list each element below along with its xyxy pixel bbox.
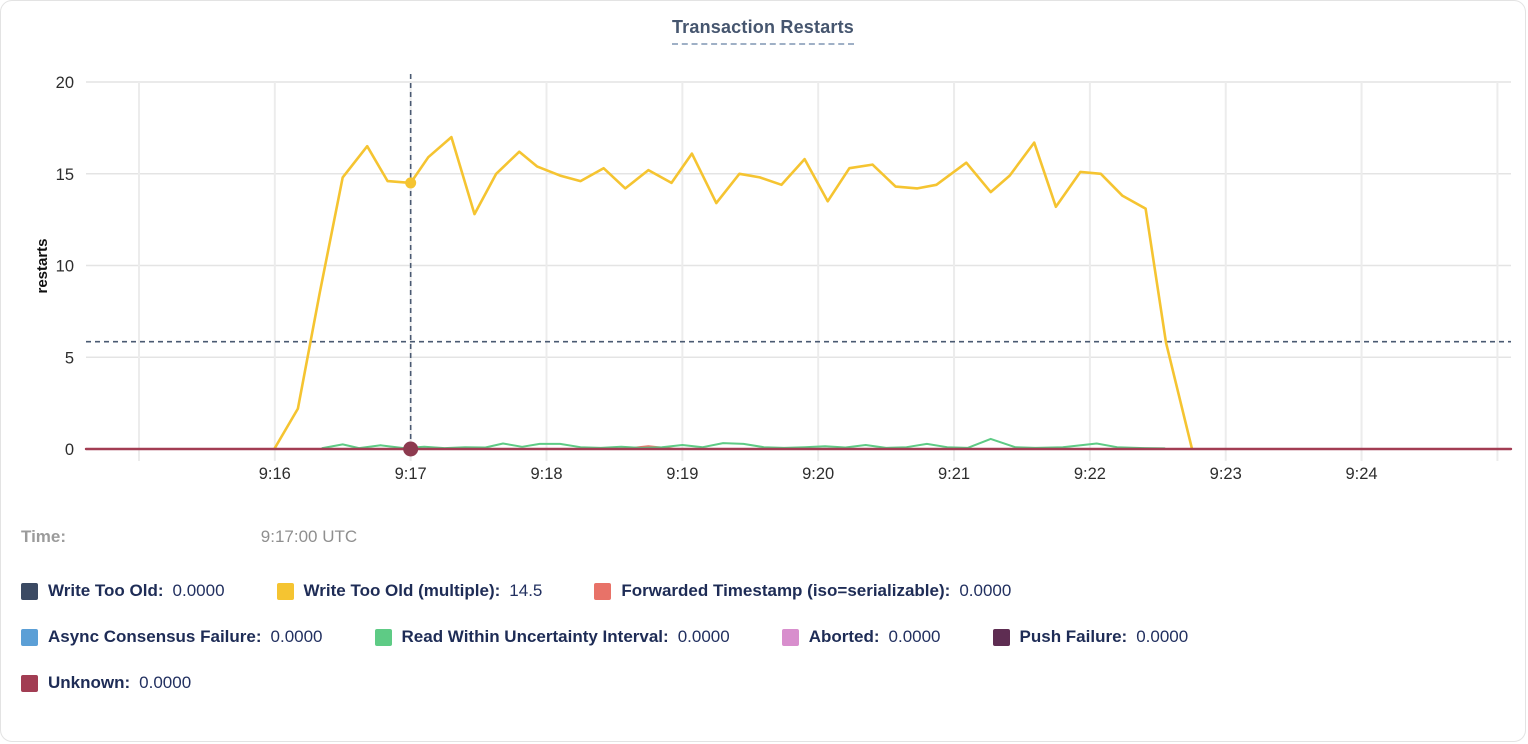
legend-value: 14.5: [509, 581, 543, 600]
legend-label: Aborted:: [808, 627, 880, 646]
legend-item: Forwarded Timestamp (iso=serializable): 0…: [594, 581, 1011, 601]
y-tick-label: 0: [65, 441, 74, 459]
time-value: 9:17:00 UTC: [260, 527, 358, 546]
title-wrap: Transaction Restarts: [1, 17, 1525, 59]
legend-value: 0.0000: [677, 627, 730, 646]
x-tick-label: 9:24: [1346, 465, 1378, 483]
legend-item: Push Failure: 0.0000: [992, 627, 1189, 647]
legend-value: 0.0000: [959, 581, 1012, 600]
legend-item: Unknown: 0.0000: [21, 673, 191, 693]
y-axis-title: restarts: [34, 238, 51, 293]
x-tick-label: 9:20: [802, 465, 834, 483]
legend-row: Async Consensus Failure: 0.0000 Read Withi…: [21, 627, 1525, 647]
legend-label: Read Within Uncertainty Interval:: [401, 627, 669, 646]
x-tick-label: 9:17: [395, 465, 427, 483]
legend-item: Async Consensus Failure: 0.0000: [21, 627, 323, 647]
legend-value: 0.0000: [1136, 627, 1189, 646]
chart-legend: Write Too Old: 0.0000 Write Too Old (multi…: [21, 581, 1525, 693]
legend-swatch: [781, 628, 799, 646]
legend-label: Unknown:: [48, 673, 131, 692]
y-tick-label: 5: [65, 349, 74, 367]
legend-label: Write Too Old:: [48, 581, 164, 600]
legend-swatch: [21, 628, 38, 646]
hover-dot: [403, 441, 419, 457]
legend-item: Read Within Uncertainty Interval: 0.0000: [374, 627, 730, 647]
time-label: Time:: [21, 527, 67, 546]
x-tick-label: 9:16: [259, 465, 291, 483]
y-tick-label: 10: [56, 258, 74, 276]
legend-swatch: [21, 582, 38, 600]
x-tick-label: 9:19: [666, 465, 698, 483]
legend-label: Forwarded Timestamp (iso=serializable):: [621, 581, 951, 600]
series-line-write-too-old-multiple-: [273, 135, 1194, 450]
legend-swatch: [594, 582, 612, 600]
legend-swatch: [992, 628, 1010, 646]
legend-label: Async Consensus Failure:: [48, 627, 262, 646]
chart-title[interactable]: Transaction Restarts: [671, 17, 855, 45]
restarts-line-chart[interactable]: 0 5 10 15 20 9:16 9:17 9:18 9:19 9:20 9:21 9:22 9:23…: [1, 59, 1526, 499]
x-tick-label: 9:22: [1074, 465, 1106, 483]
legend-item: Aborted: 0.0000: [781, 627, 941, 647]
legend-label: Push Failure:: [1019, 627, 1128, 646]
legend-row: Write Too Old: 0.0000 Write Too Old (multi…: [21, 581, 1525, 601]
x-tick-label: 9:21: [938, 465, 970, 483]
legend-value: 0.0000: [888, 627, 941, 646]
x-tick-label: 9:23: [1210, 465, 1242, 483]
legend-value: 0.0000: [270, 627, 323, 646]
legend-swatch: [21, 674, 38, 692]
legend-value: 0.0000: [172, 581, 225, 600]
y-tick-label: 15: [56, 166, 74, 184]
legend-row: Unknown: 0.0000: [21, 673, 1525, 693]
legend-item: Write Too Old: 0.0000: [21, 581, 225, 601]
legend-label: Write Too Old (multiple):: [303, 581, 501, 600]
legend-swatch: [374, 628, 392, 646]
y-tick-label: 20: [56, 74, 74, 92]
hover-time-row: Time: 9:17:00 UTC: [21, 527, 1525, 547]
x-tick-label: 9:18: [530, 465, 562, 483]
hover-dot: [405, 177, 417, 189]
series-line-read-within-uncertainty-interval: [321, 437, 1166, 450]
legend-item: Write Too Old (multiple): 14.5: [276, 581, 543, 601]
legend-swatch: [276, 582, 294, 600]
legend-value: 0.0000: [139, 673, 192, 692]
